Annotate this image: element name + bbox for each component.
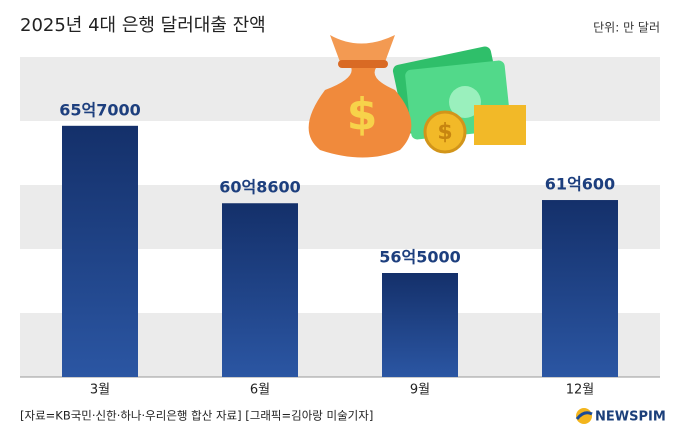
bar: [542, 200, 618, 377]
x-tick-label: 9월: [410, 383, 430, 398]
value-label: 65억7000: [59, 100, 141, 119]
svg-text:$: $: [347, 89, 378, 140]
value-label: 60억8600: [219, 178, 301, 197]
value-label: 61억600: [545, 175, 615, 194]
x-tick-label: 12월: [566, 383, 595, 398]
value-label: 56억5000: [379, 248, 461, 267]
unit-note: 단위: 만 달러: [593, 21, 660, 35]
x-tick-label: 3월: [90, 383, 110, 398]
bar: [222, 203, 298, 377]
logo-text: NEWSPIM: [595, 410, 666, 425]
money-illustration: $ $: [308, 35, 526, 158]
bar: [382, 273, 458, 377]
bar: [62, 125, 138, 377]
x-tick-label: 6월: [250, 383, 270, 398]
chart-title: 2025년 4대 은행 달러대출 잔액: [20, 15, 266, 36]
svg-text:$: $: [437, 120, 452, 145]
source-note: [자료=KB국민·신한·하나·우리은행 합산 자료] [그래픽=김아랑 미술기자…: [20, 409, 373, 423]
logo: NEWSPIM: [575, 408, 666, 425]
